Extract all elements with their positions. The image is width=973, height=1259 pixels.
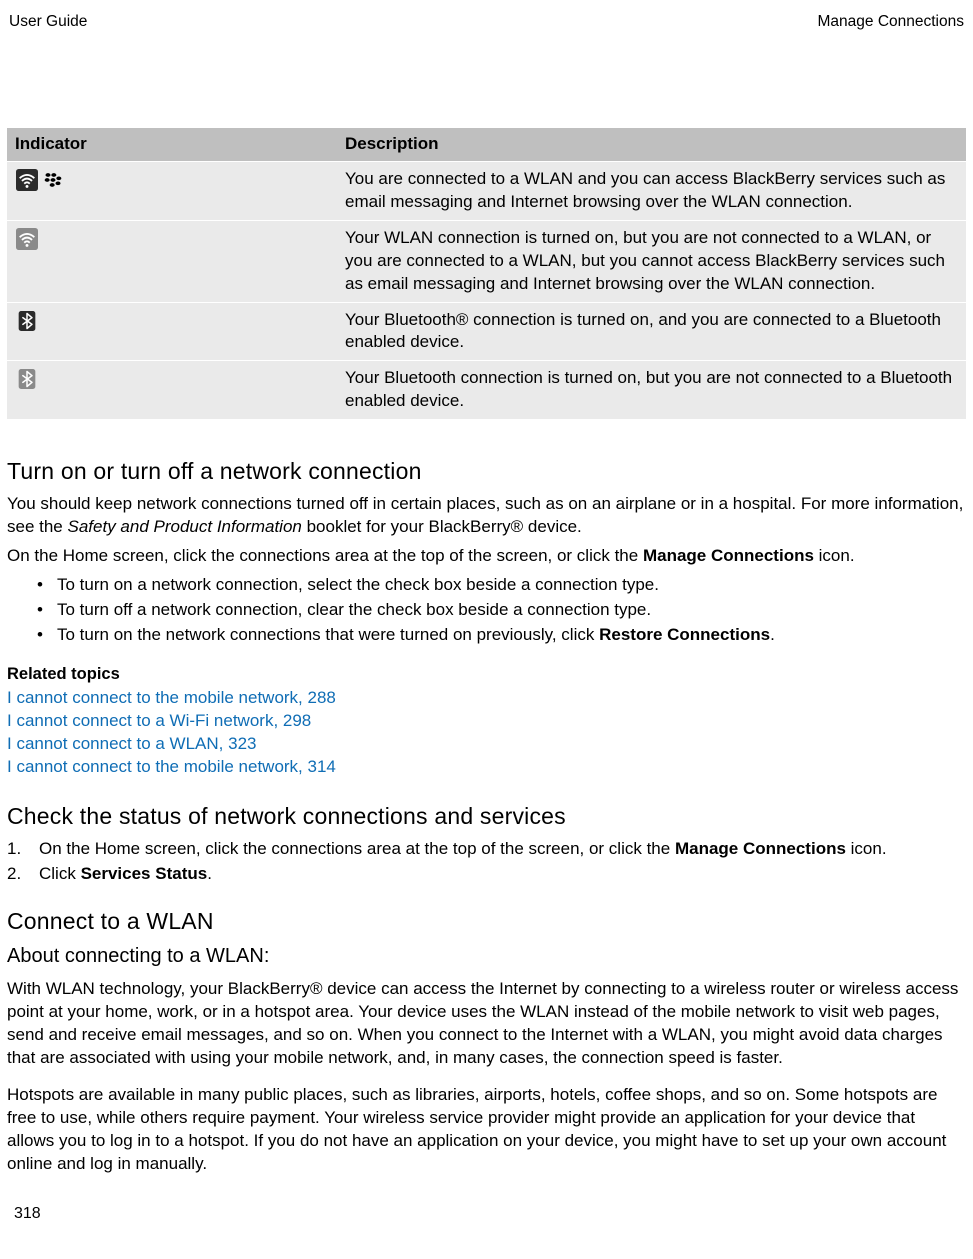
related-link[interactable]: I cannot connect to the mobile network, … (7, 687, 966, 710)
header-right: Manage Connections (818, 12, 965, 33)
related-link[interactable]: I cannot connect to a WLAN, 323 (7, 733, 966, 756)
numbered-steps: 1. On the Home screen, click the connect… (7, 838, 966, 886)
page-number: 318 (14, 1203, 41, 1225)
body-paragraph: With WLAN technology, your BlackBerry® d… (7, 978, 966, 1070)
description-cell: Your Bluetooth connection is turned on, … (337, 361, 966, 420)
table-row: Your Bluetooth® connection is turned on,… (7, 302, 966, 361)
text-run: On the Home screen, click the connection… (39, 839, 675, 858)
body-paragraph: You should keep network connections turn… (7, 493, 966, 539)
related-link[interactable]: I cannot connect to a Wi-Fi network, 298 (7, 710, 966, 733)
description-cell: You are connected to a WLAN and you can … (337, 161, 966, 220)
wifi-connected-icon (15, 168, 39, 192)
related-links: I cannot connect to the mobile network, … (7, 687, 966, 779)
col-description: Description (337, 128, 966, 161)
col-indicator: Indicator (7, 128, 337, 161)
related-link[interactable]: I cannot connect to the mobile network, … (7, 756, 966, 779)
section-heading: Turn on or turn off a network connection (7, 456, 966, 487)
text-run: . (770, 625, 775, 644)
text-run: icon. (814, 546, 855, 565)
list-item: 1. On the Home screen, click the connect… (7, 838, 966, 861)
indicator-table: Indicator Description You are connected … (7, 128, 966, 420)
text-bold: Manage Connections (643, 546, 814, 565)
table-header-row: Indicator Description (7, 128, 966, 161)
text-bold: Restore Connections (599, 625, 770, 644)
bullet-list: To turn on a network connection, select … (7, 574, 966, 647)
text-run: To turn on the network connections that … (57, 625, 599, 644)
list-item: To turn on a network connection, select … (7, 574, 966, 597)
text-run: . (207, 864, 212, 883)
description-cell: Your WLAN connection is turned on, but y… (337, 220, 966, 302)
section-connect-wlan: Connect to a WLAN About connecting to a … (7, 906, 966, 1176)
list-item: 2. Click Services Status. (7, 863, 966, 886)
header-left: User Guide (9, 12, 87, 33)
section-turn-on-off: Turn on or turn off a network connection… (7, 456, 966, 779)
list-item: To turn on the network connections that … (7, 624, 966, 647)
subsection-heading: About connecting to a WLAN: (7, 943, 966, 970)
related-topics-heading: Related topics (7, 663, 966, 685)
indicator-cell (7, 302, 337, 361)
page-header: User Guide Manage Connections (7, 12, 966, 33)
table-row: Your WLAN connection is turned on, but y… (7, 220, 966, 302)
body-paragraph: Hotspots are available in many public pl… (7, 1084, 966, 1176)
body-paragraph: On the Home screen, click the connection… (7, 545, 966, 568)
wifi-dim-icon (15, 227, 39, 251)
text-run: booklet for your BlackBerry® device. (302, 517, 582, 536)
section-check-status: Check the status of network connections … (7, 801, 966, 886)
section-heading: Check the status of network connections … (7, 801, 966, 832)
bluetooth-connected-icon (15, 309, 39, 333)
description-cell: Your Bluetooth® connection is turned on,… (337, 302, 966, 361)
indicator-cell (7, 361, 337, 420)
table-row: You are connected to a WLAN and you can … (7, 161, 966, 220)
text-italic: Safety and Product Information (68, 517, 302, 536)
text-run: Click (39, 864, 81, 883)
text-bold: Manage Connections (675, 839, 846, 858)
text-run: icon. (846, 839, 887, 858)
indicator-cell (7, 161, 337, 220)
bluetooth-dim-icon (15, 367, 39, 391)
indicator-cell (7, 220, 337, 302)
table-row: Your Bluetooth connection is turned on, … (7, 361, 966, 420)
section-heading: Connect to a WLAN (7, 906, 966, 937)
text-bold: Services Status (81, 864, 208, 883)
text-run: On the Home screen, click the connection… (7, 546, 643, 565)
list-item: To turn off a network connection, clear … (7, 599, 966, 622)
blackberry-logo-icon (41, 168, 65, 192)
